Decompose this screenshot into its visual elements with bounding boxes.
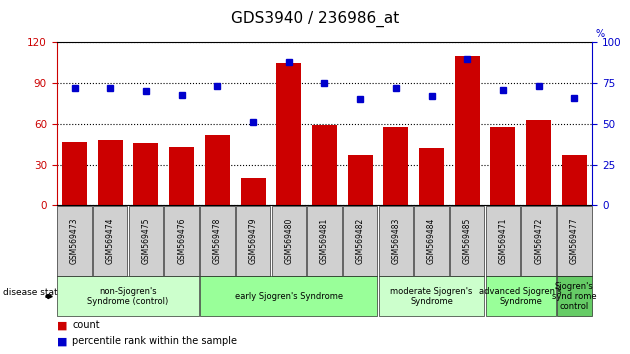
Bar xyxy=(241,178,265,205)
Text: GSM569476: GSM569476 xyxy=(177,217,186,264)
Text: GSM569472: GSM569472 xyxy=(534,217,543,264)
Text: GSM569479: GSM569479 xyxy=(249,217,258,264)
Bar xyxy=(490,127,515,205)
Text: GSM569483: GSM569483 xyxy=(391,217,400,264)
Text: GSM569482: GSM569482 xyxy=(356,218,365,264)
Bar xyxy=(169,147,194,205)
Text: moderate Sjogren's
Syndrome: moderate Sjogren's Syndrome xyxy=(391,287,472,306)
Text: Sjogren's
synd rome
control: Sjogren's synd rome control xyxy=(552,281,597,312)
Text: GDS3940 / 236986_at: GDS3940 / 236986_at xyxy=(231,11,399,27)
Text: ■: ■ xyxy=(57,320,67,330)
Text: non-Sjogren's
Syndrome (control): non-Sjogren's Syndrome (control) xyxy=(88,287,169,306)
Bar xyxy=(419,148,444,205)
Text: GSM569480: GSM569480 xyxy=(284,217,293,264)
Bar xyxy=(98,140,123,205)
Bar xyxy=(134,143,158,205)
Text: GSM569477: GSM569477 xyxy=(570,217,579,264)
Bar xyxy=(383,127,408,205)
Text: count: count xyxy=(72,320,100,330)
Text: ■: ■ xyxy=(57,336,67,346)
Text: GSM569485: GSM569485 xyxy=(463,217,472,264)
Bar xyxy=(62,142,87,205)
Text: advanced Sjogren's
Syndrome: advanced Sjogren's Syndrome xyxy=(479,287,562,306)
Text: disease state: disease state xyxy=(3,289,64,297)
Text: GSM569474: GSM569474 xyxy=(106,217,115,264)
Bar xyxy=(205,135,230,205)
Text: %: % xyxy=(595,29,604,39)
Text: GSM569478: GSM569478 xyxy=(213,217,222,264)
Bar xyxy=(562,155,587,205)
Bar xyxy=(455,56,479,205)
Bar xyxy=(348,155,372,205)
Text: GSM569484: GSM569484 xyxy=(427,217,436,264)
Bar xyxy=(526,120,551,205)
Text: GSM569481: GSM569481 xyxy=(320,218,329,264)
Text: percentile rank within the sample: percentile rank within the sample xyxy=(72,336,238,346)
Text: GSM569471: GSM569471 xyxy=(498,217,507,264)
Bar xyxy=(312,125,337,205)
Text: GSM569475: GSM569475 xyxy=(142,217,151,264)
Text: GSM569473: GSM569473 xyxy=(70,217,79,264)
Bar xyxy=(276,63,301,205)
Text: early Sjogren's Syndrome: early Sjogren's Syndrome xyxy=(235,292,343,301)
